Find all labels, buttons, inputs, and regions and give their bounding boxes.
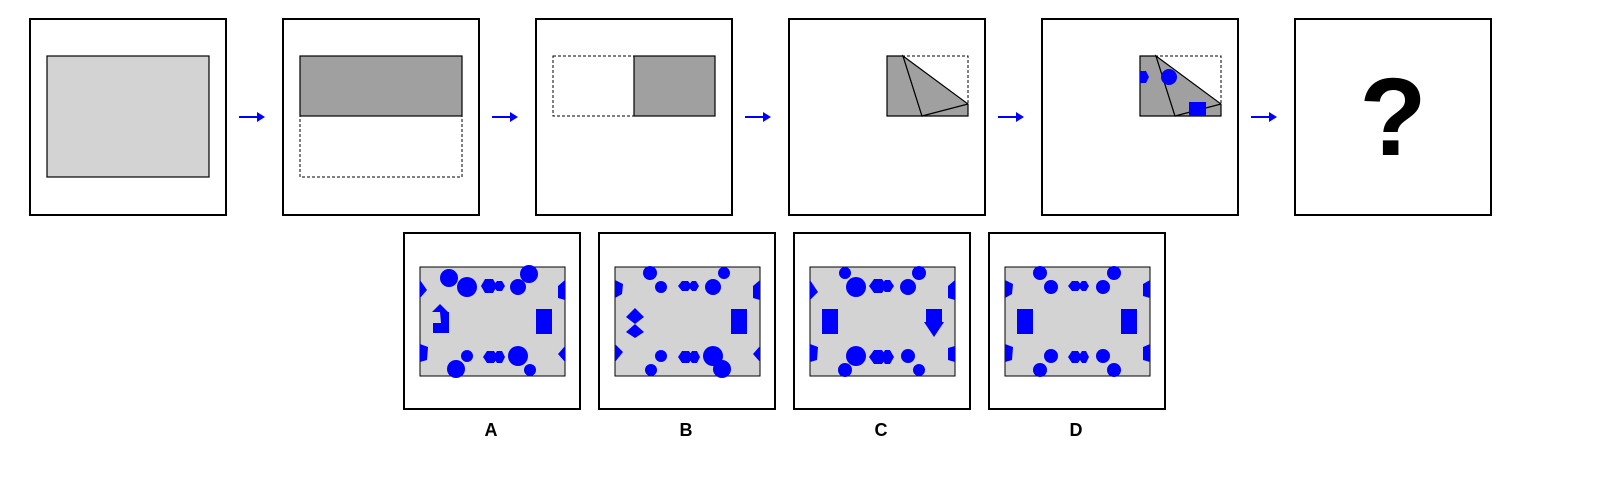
right-arrow-icon — [998, 112, 1024, 122]
right-arrow-icon — [239, 112, 265, 122]
step-3-panel — [535, 18, 733, 216]
paper-sheet — [46, 55, 210, 178]
hexagon-hole-icon — [1140, 71, 1149, 83]
step-1-panel — [29, 18, 227, 216]
folded-bottom-up-figure — [299, 55, 463, 178]
right-arrow-icon — [1251, 112, 1277, 122]
step-2-panel — [282, 18, 480, 216]
circle-hole-icon — [1161, 69, 1177, 85]
dashed-fold-outline — [552, 55, 635, 117]
option-d-panel[interactable] — [988, 232, 1166, 410]
option-c-label: C — [874, 420, 888, 440]
punched-holes-figure — [1139, 54, 1222, 117]
option-b-figure — [614, 266, 761, 378]
option-c-figure — [809, 266, 956, 377]
option-d-figure — [1004, 266, 1151, 377]
option-c-panel[interactable] — [793, 232, 971, 410]
option-a-label: A — [484, 420, 498, 440]
right-arrow-icon — [492, 112, 518, 122]
option-a-figure — [419, 265, 566, 378]
folded-left-to-right-figure — [552, 55, 716, 117]
option-d-label: D — [1069, 420, 1083, 440]
question-panel: ? — [1294, 18, 1492, 216]
dashed-fold-outline — [299, 115, 463, 178]
step-4-panel — [788, 18, 986, 216]
folded-flap — [901, 54, 969, 117]
square-hole-icon — [1189, 102, 1206, 116]
option-a-panel[interactable] — [403, 232, 581, 410]
question-mark: ? — [1359, 55, 1427, 179]
folded-diagonal-figure — [886, 54, 969, 117]
option-b-panel[interactable] — [598, 232, 776, 410]
step-5-panel — [1041, 18, 1239, 216]
folded-paper — [299, 55, 463, 117]
right-arrow-icon — [745, 112, 771, 122]
folded-paper — [633, 55, 716, 117]
unfolded-paper-figure — [46, 55, 210, 178]
option-b-label: B — [679, 420, 693, 440]
